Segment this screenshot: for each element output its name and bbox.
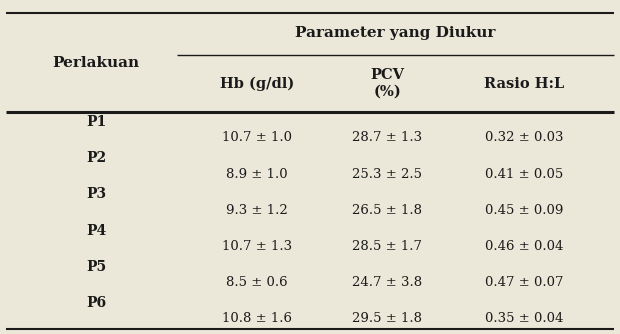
Text: Perlakuan: Perlakuan xyxy=(53,56,140,69)
Text: 28.5 ± 1.7: 28.5 ± 1.7 xyxy=(353,240,422,253)
Text: 29.5 ± 1.8: 29.5 ± 1.8 xyxy=(353,312,422,325)
Text: 0.45 ± 0.09: 0.45 ± 0.09 xyxy=(485,204,563,217)
Text: P4: P4 xyxy=(86,223,106,237)
Text: Rasio H:L: Rasio H:L xyxy=(484,76,564,91)
Text: 8.5 ± 0.6: 8.5 ± 0.6 xyxy=(226,276,288,289)
Text: 0.41 ± 0.05: 0.41 ± 0.05 xyxy=(485,168,563,181)
Text: 0.46 ± 0.04: 0.46 ± 0.04 xyxy=(485,240,563,253)
Text: Hb (g/dl): Hb (g/dl) xyxy=(220,76,294,91)
Text: PCV
(%): PCV (%) xyxy=(371,68,404,99)
Text: 10.8 ± 1.6: 10.8 ± 1.6 xyxy=(223,312,292,325)
Text: 24.7 ± 3.8: 24.7 ± 3.8 xyxy=(352,276,423,289)
Text: 28.7 ± 1.3: 28.7 ± 1.3 xyxy=(352,132,423,144)
Text: 25.3 ± 2.5: 25.3 ± 2.5 xyxy=(353,168,422,181)
Text: 0.35 ± 0.04: 0.35 ± 0.04 xyxy=(485,312,563,325)
Text: 10.7 ± 1.0: 10.7 ± 1.0 xyxy=(223,132,292,144)
Text: P2: P2 xyxy=(86,151,106,165)
Text: P6: P6 xyxy=(86,296,106,310)
Text: 10.7 ± 1.3: 10.7 ± 1.3 xyxy=(222,240,293,253)
Text: 0.32 ± 0.03: 0.32 ± 0.03 xyxy=(485,132,563,144)
Text: 26.5 ± 1.8: 26.5 ± 1.8 xyxy=(353,204,422,217)
Text: 9.3 ± 1.2: 9.3 ± 1.2 xyxy=(226,204,288,217)
Text: 0.47 ± 0.07: 0.47 ± 0.07 xyxy=(485,276,563,289)
Text: 8.9 ± 1.0: 8.9 ± 1.0 xyxy=(226,168,288,181)
Text: P5: P5 xyxy=(86,260,106,274)
Text: P3: P3 xyxy=(86,187,106,201)
Text: Parameter yang Diukur: Parameter yang Diukur xyxy=(295,26,495,40)
Text: P1: P1 xyxy=(86,115,106,129)
